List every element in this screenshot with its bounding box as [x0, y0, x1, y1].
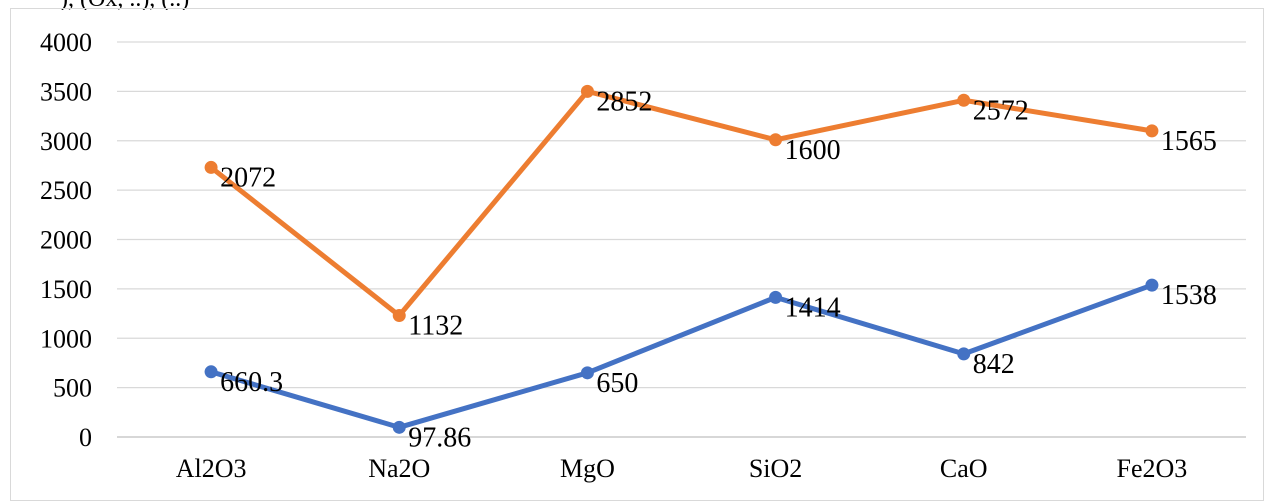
gridlines — [117, 41, 1246, 438]
data-point — [580, 84, 594, 98]
header-fragment-strip: ), (Ox, ..), (..) — [0, 0, 1266, 10]
data-point — [392, 309, 406, 323]
x-tick-label: Na2O — [368, 454, 430, 483]
x-tick-label: CaO — [940, 454, 988, 483]
data-label: 97.86 — [408, 422, 471, 453]
y-tick-label: 1500 — [40, 275, 92, 304]
data-label: 2852 — [596, 86, 652, 117]
data-point — [580, 366, 594, 380]
data-point — [957, 347, 971, 361]
x-tick-label: SiO2 — [749, 454, 802, 483]
y-tick-label: 2000 — [40, 226, 92, 255]
data-label: 2072 — [220, 162, 276, 193]
x-tick-label: Fe2O3 — [1117, 454, 1188, 483]
data-label: 842 — [973, 349, 1015, 380]
data-labels: 660.3 97.86 650 1414 842 1538 2072 1132 2852 1600… — [220, 86, 1217, 453]
data-label: 1132 — [408, 311, 463, 342]
series-line-2 — [208, 88, 1155, 319]
data-point — [769, 290, 783, 304]
y-tick-label: 2500 — [40, 176, 92, 205]
data-point — [204, 160, 218, 174]
y-axis-tick-labels: 0 500 1000 1500 2000 2500 3000 3500 4000 — [40, 28, 92, 452]
data-label: 1414 — [785, 292, 841, 323]
y-tick-label: 0 — [79, 423, 92, 452]
data-label: 660.3 — [220, 367, 283, 398]
data-point — [769, 133, 783, 147]
x-tick-label: MgO — [560, 454, 615, 483]
series-group — [204, 84, 1159, 434]
y-tick-label: 3500 — [40, 77, 92, 106]
data-label: 2572 — [973, 95, 1029, 126]
data-point — [1145, 278, 1159, 292]
y-tick-label: 500 — [53, 374, 92, 403]
data-label: 1600 — [785, 135, 841, 166]
y-tick-label: 3000 — [40, 127, 92, 156]
data-point — [1145, 124, 1159, 138]
y-tick-label: 4000 — [40, 28, 92, 57]
data-point — [957, 93, 971, 107]
data-point — [204, 365, 218, 379]
x-tick-label: Al2O3 — [176, 454, 247, 483]
data-label: 1565 — [1161, 126, 1217, 157]
x-axis-tick-labels: Al2O3 Na2O MgO SiO2 CaO Fe2O3 — [176, 454, 1188, 483]
series-line-1 — [208, 282, 1155, 430]
y-tick-label: 1000 — [40, 324, 92, 353]
header-fragment-text: ), (Ox, ..), (..) — [60, 0, 189, 10]
data-point — [392, 420, 406, 434]
chart-frame — [10, 8, 1264, 501]
data-label: 1538 — [1161, 280, 1217, 311]
data-label: 650 — [596, 368, 638, 399]
